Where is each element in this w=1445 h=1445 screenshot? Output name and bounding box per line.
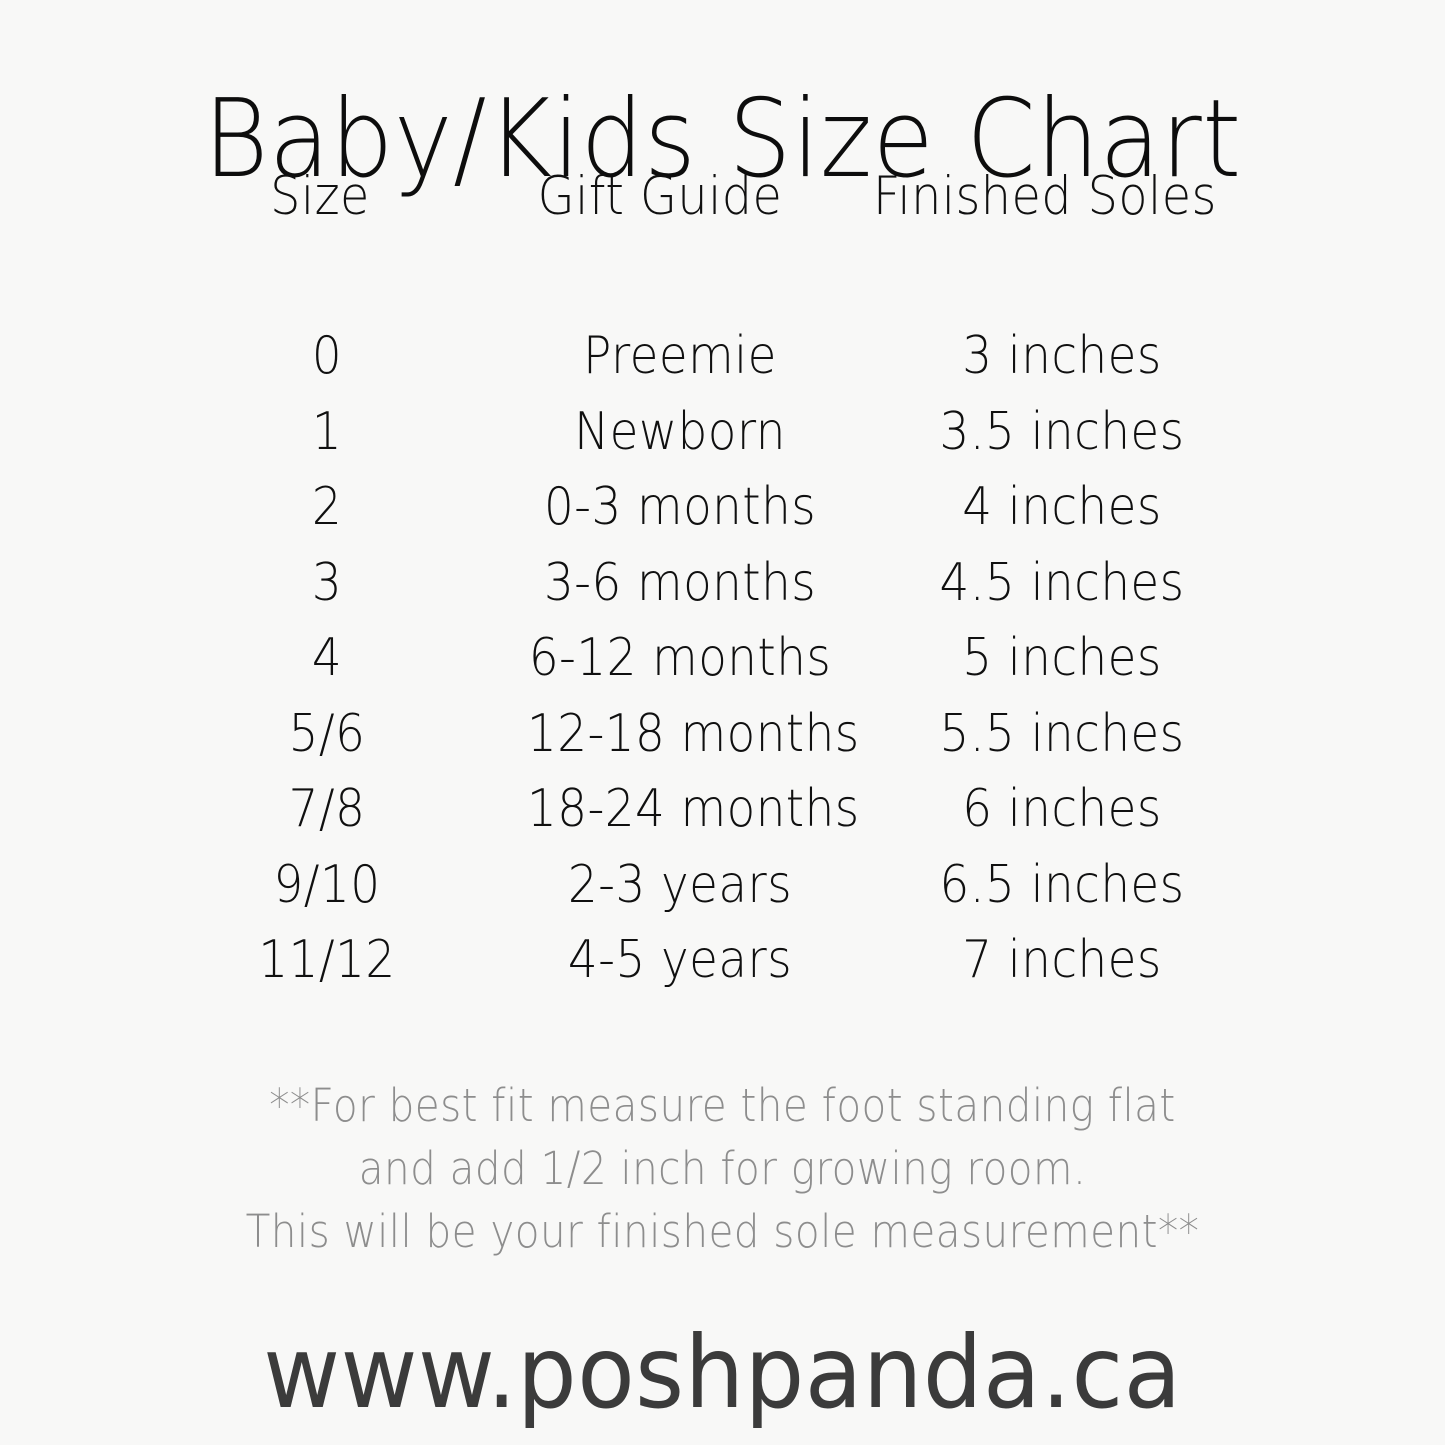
fitting-note-line-2: and add 1/2 inch for growing room.	[358, 1142, 1087, 1195]
table-row: 9/10 2-3 years 6.5 inches	[0, 855, 1445, 931]
cell-finished-soles: 7 inches	[962, 930, 1162, 990]
cell-gift-guide: Newborn	[574, 401, 786, 462]
cell-gift-guide: 2-3 years	[567, 854, 793, 915]
cell-finished-soles: 4.5 inches	[939, 552, 1185, 613]
column-header-finished-soles: Finished Soles	[873, 166, 1217, 227]
cell-size: 11/12	[258, 930, 396, 990]
table-row: 1 Newborn 3.5 inches	[0, 402, 1445, 478]
fitting-note-line-3: This will be your finished sole measurem…	[245, 1205, 1200, 1258]
page-title: Baby/Kids Size Chart	[203, 77, 1242, 203]
cell-size: 9/10	[273, 854, 381, 915]
table-row: 4 6-12 months 5 inches	[0, 628, 1445, 704]
cell-gift-guide: 4-5 years	[567, 930, 793, 990]
website-url[interactable]: www.poshpanda.ca	[263, 1314, 1182, 1431]
cell-gift-guide: Preemie	[583, 326, 777, 386]
cell-size: 4	[311, 628, 343, 688]
cell-gift-guide: 3-6 months	[543, 552, 817, 613]
cell-size: 0	[311, 326, 343, 386]
cell-finished-soles: 6.5 inches	[939, 854, 1185, 915]
cell-size: 7/8	[288, 779, 366, 839]
size-chart-table: Size Gift Guide Finished Soles 0 Preemie…	[0, 166, 1445, 1006]
table-body: 0 Preemie 3 inches 1 Newborn 3.5 inches …	[0, 326, 1445, 1006]
cell-size: 3	[311, 552, 343, 613]
cell-size: 2	[311, 477, 343, 537]
table-row: 7/8 18-24 months 6 inches	[0, 779, 1445, 855]
cell-finished-soles: 5.5 inches	[939, 703, 1185, 764]
cell-size: 1	[311, 401, 343, 462]
table-header-row: Size Gift Guide Finished Soles	[0, 166, 1445, 230]
column-header-size: Size	[270, 166, 370, 227]
cell-finished-soles: 6 inches	[962, 779, 1162, 839]
fitting-note-line-1: **For best fit measure the foot standing…	[269, 1079, 1176, 1132]
cell-gift-guide: 18-24 months	[527, 779, 860, 839]
table-row: 3 3-6 months 4.5 inches	[0, 553, 1445, 629]
cell-gift-guide: 12-18 months	[527, 703, 860, 764]
table-row: 2 0-3 months 4 inches	[0, 477, 1445, 553]
cell-finished-soles: 4 inches	[962, 477, 1162, 537]
cell-gift-guide: 0-3 months	[543, 477, 817, 537]
cell-gift-guide: 6-12 months	[528, 628, 832, 688]
cell-size: 5/6	[288, 703, 366, 764]
table-row: 0 Preemie 3 inches	[0, 326, 1445, 402]
cell-finished-soles: 5 inches	[962, 628, 1162, 688]
column-header-gift-guide: Gift Guide	[537, 166, 783, 227]
fitting-note: **For best fit measure the foot standing…	[0, 1074, 1445, 1263]
cell-finished-soles: 3 inches	[962, 326, 1162, 386]
table-row: 5/6 12-18 months 5.5 inches	[0, 704, 1445, 780]
table-row: 11/12 4-5 years 7 inches	[0, 930, 1445, 1006]
cell-finished-soles: 3.5 inches	[939, 401, 1185, 462]
